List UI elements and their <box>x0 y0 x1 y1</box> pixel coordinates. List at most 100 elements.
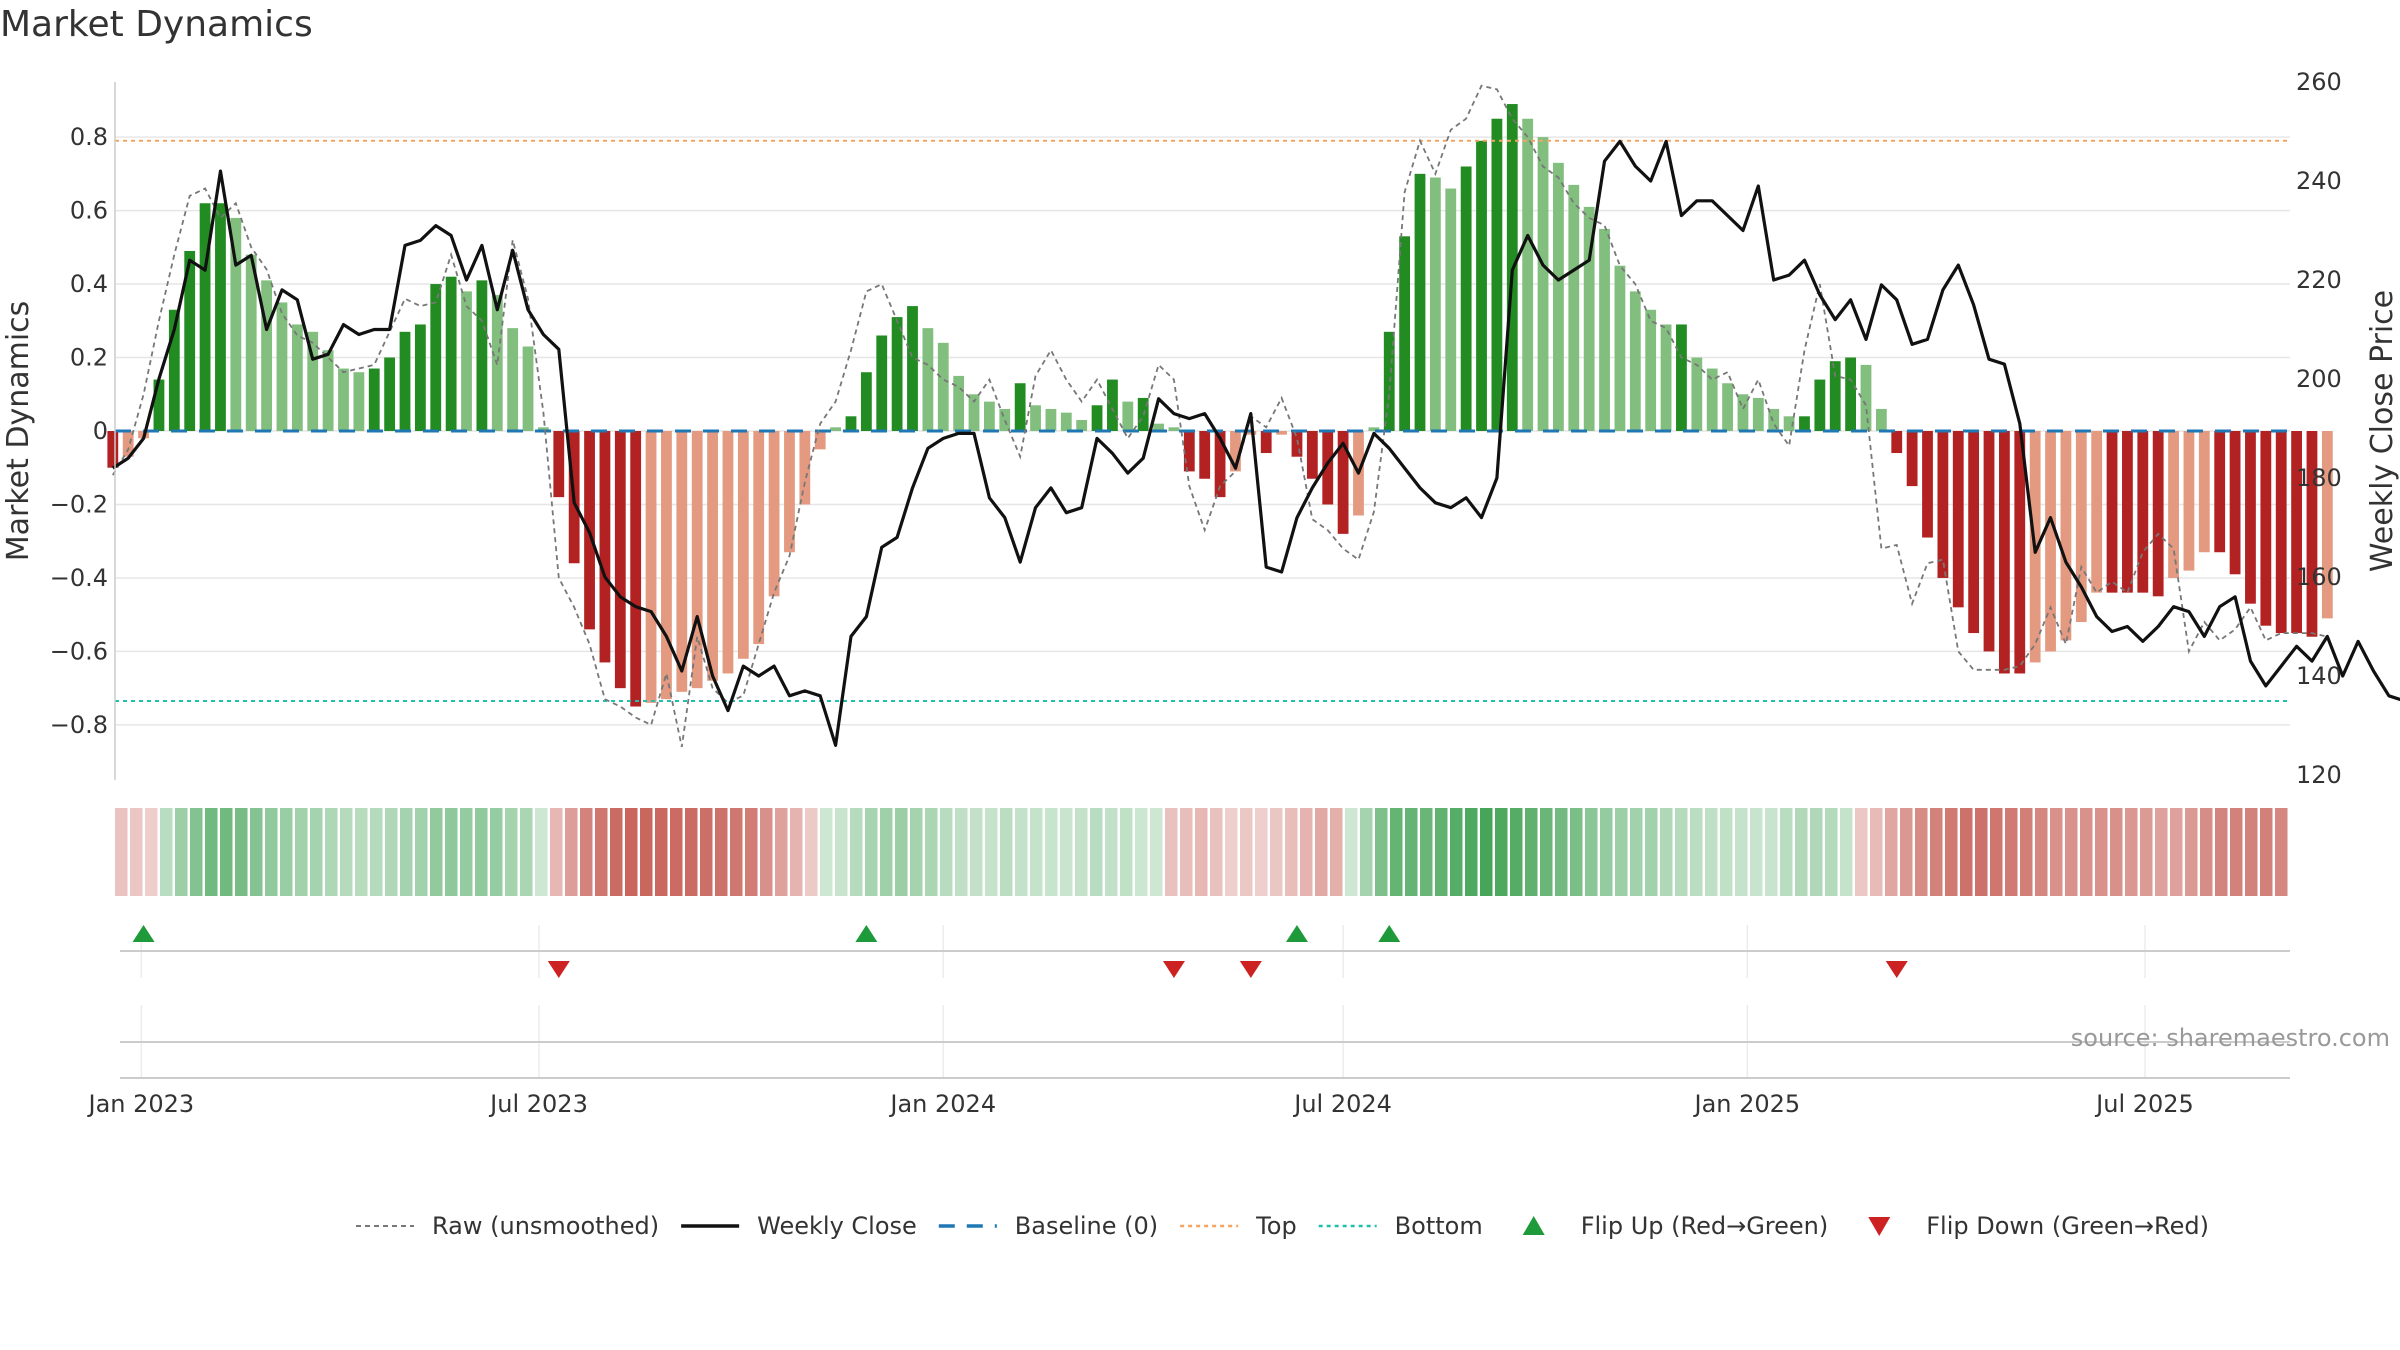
market-dynamics-bar <box>1322 431 1334 505</box>
market-dynamics-bar <box>168 309 180 431</box>
market-dynamics-bar <box>876 335 888 431</box>
regime-cell <box>2155 808 2168 896</box>
regime-cell <box>925 808 938 896</box>
flip-up-marker <box>855 925 878 942</box>
market-dynamics-bar <box>1383 331 1395 431</box>
market-dynamics-bar <box>2306 431 2318 637</box>
market-dynamics-bar <box>1614 265 1626 431</box>
market-dynamics-bar <box>599 431 611 663</box>
market-dynamics-bar <box>1045 408 1057 431</box>
regime-cell <box>1255 808 1268 896</box>
market-dynamics-bar <box>122 431 134 457</box>
legend-item-top: Top <box>1180 1212 1297 1240</box>
market-dynamics-bar <box>1937 431 1949 578</box>
regime-cell <box>2110 808 2123 896</box>
reference-lines-layer <box>115 139 2290 703</box>
market-dynamics-bar <box>1860 364 1872 431</box>
market-dynamics-bar <box>1153 423 1164 431</box>
market-dynamics-bar <box>1260 431 1272 454</box>
market-dynamics-bar <box>1706 368 1718 431</box>
regime-cell <box>625 808 638 896</box>
regime-cell <box>220 808 233 896</box>
market-dynamics-bar <box>2168 431 2179 578</box>
regime-cell <box>490 808 503 896</box>
market-dynamics-bar <box>399 331 411 431</box>
regime-cell <box>1075 808 1088 896</box>
market-dynamics-bar <box>2198 431 2210 553</box>
y2-tick-label: 180 <box>2296 464 2342 492</box>
regime-cell <box>1675 808 1688 896</box>
market-dynamics-bar <box>2152 431 2164 597</box>
regime-cell <box>2080 808 2093 896</box>
market-dynamics-bar <box>2214 431 2226 553</box>
market-dynamics-bar <box>1676 324 1687 431</box>
regime-cell <box>1465 808 1478 896</box>
regime-cell <box>1810 808 1823 896</box>
regime-cell <box>1195 808 1208 896</box>
regime-cell <box>1570 808 1583 896</box>
market-dynamics-bar <box>2137 431 2149 593</box>
regime-cell <box>340 808 353 896</box>
market-dynamics-bar <box>1737 394 1749 431</box>
regime-cell <box>445 808 458 896</box>
regime-cell <box>565 808 578 896</box>
regime-cell <box>1105 808 1118 896</box>
market-dynamics-bar <box>261 280 272 431</box>
regime-cell <box>1090 808 1103 896</box>
market-dynamics-bar <box>1445 188 1457 431</box>
regime-cell <box>880 808 893 896</box>
regime-cell <box>1885 808 1898 896</box>
market-dynamics-bar <box>830 427 842 431</box>
y-tick-label: −0.2 <box>50 490 108 518</box>
y-tick-label: 0.6 <box>70 197 108 225</box>
market-dynamics-bar <box>384 357 396 431</box>
market-dynamics-bar <box>937 342 949 431</box>
market-dynamics-bar <box>1199 431 1211 479</box>
market-dynamics-bar <box>445 276 457 431</box>
regime-cell <box>2005 808 2018 896</box>
market-dynamics-bar <box>1599 228 1610 431</box>
regime-cell <box>2065 808 2078 896</box>
market-dynamics-bar <box>553 431 565 498</box>
market-dynamics-bar <box>522 346 534 431</box>
flip-down-marker <box>547 961 570 978</box>
regime-cell <box>505 808 518 896</box>
regime-cell <box>2275 808 2288 896</box>
regime-cell <box>685 808 698 896</box>
regime-cell <box>1645 808 1658 896</box>
y-tick-label: −0.8 <box>50 711 108 739</box>
market-dynamics-bar <box>1476 140 1487 432</box>
market-dynamics-bar <box>614 431 626 689</box>
regime-cell <box>2185 808 2198 896</box>
flip-markers-panel <box>120 925 2290 1079</box>
flip-down-marker <box>1885 961 1908 978</box>
market-dynamics-bar <box>215 203 226 431</box>
x-tick-label: Jan 2025 <box>1692 1090 1800 1118</box>
market-dynamics-bar <box>1891 431 1903 454</box>
legend-label: Top <box>1255 1212 1297 1240</box>
legend: Raw (unsmoothed) Weekly Close Baseline (0)… <box>356 1212 2209 1240</box>
market-dynamics-bar <box>153 379 165 431</box>
market-dynamics-bar <box>814 431 826 450</box>
regime-cell <box>2035 808 2048 896</box>
regime-strip <box>115 808 2288 896</box>
weekly-close-line <box>111 139 2400 747</box>
market-dynamics-bar <box>107 431 119 468</box>
market-dynamics-bar <box>1107 379 1118 431</box>
regime-cell <box>745 808 758 896</box>
regime-cell <box>1765 808 1778 896</box>
market-dynamics-bar <box>1060 412 1072 431</box>
bars-layer <box>107 104 2333 707</box>
regime-cell <box>2230 808 2243 896</box>
regime-cell <box>1540 808 1553 896</box>
regime-cell <box>295 808 308 896</box>
market-dynamics-bar <box>307 331 319 431</box>
market-dynamics-bar <box>645 431 657 703</box>
market-dynamics-bar <box>1814 379 1826 431</box>
regime-cell <box>1060 808 1073 896</box>
regime-cell <box>1735 808 1748 896</box>
regime-cell <box>2095 808 2108 896</box>
market-dynamics-bar <box>1537 137 1549 431</box>
market-dynamics-bar <box>1691 357 1703 431</box>
